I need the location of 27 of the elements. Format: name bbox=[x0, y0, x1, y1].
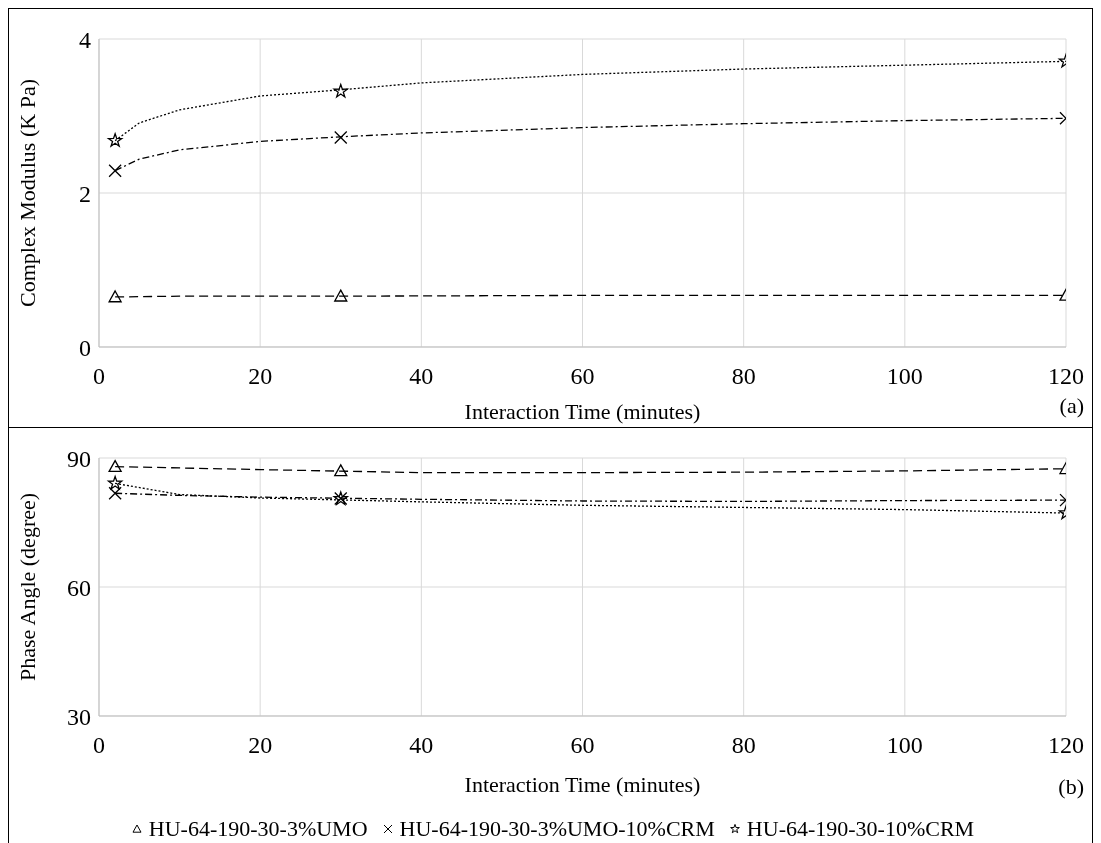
x-tick-label: 20 bbox=[248, 363, 273, 390]
y-axis-title: Phase Angle (degree) bbox=[14, 492, 40, 682]
x-tick-label: 40 bbox=[409, 363, 434, 390]
text: (a) bbox=[1059, 393, 1084, 419]
x-tick-label: 100 bbox=[886, 363, 923, 390]
y-tick-label: 90 bbox=[67, 445, 91, 472]
legend-label: HU-64-190-30-10%CRM bbox=[746, 816, 975, 842]
x-tick-label: 120 bbox=[1048, 732, 1084, 759]
y-tick-label: 4 bbox=[79, 26, 91, 53]
y-tick-label: 60 bbox=[67, 574, 91, 601]
x-axis-title: Interaction Time (minutes) bbox=[464, 772, 701, 797]
x-tick-label: 60 bbox=[570, 732, 595, 759]
legend-label: HU-64-190-30-3%UMO bbox=[148, 816, 368, 842]
x-axis-title: Interaction Time (minutes) bbox=[464, 399, 701, 424]
y-tick-label: 0 bbox=[79, 334, 91, 361]
x-tick-label: 80 bbox=[731, 363, 756, 390]
legend-label: HU-64-190-30-3%UMO-10%CRM bbox=[399, 816, 715, 842]
x-tick-label: 60 bbox=[570, 363, 595, 390]
y-tick-label: 2 bbox=[79, 180, 91, 207]
y-tick-label: 30 bbox=[67, 703, 91, 730]
x-tick-label: 40 bbox=[409, 732, 434, 759]
x-tick-label: 100 bbox=[886, 732, 923, 759]
y-axis-title: Complex Modulus (K Pa) bbox=[14, 79, 40, 307]
x-tick-label: 120 bbox=[1048, 363, 1084, 390]
x-tick-label: 80 bbox=[731, 732, 756, 759]
text: (b) bbox=[1058, 774, 1084, 800]
x-tick-label: 20 bbox=[248, 732, 273, 759]
